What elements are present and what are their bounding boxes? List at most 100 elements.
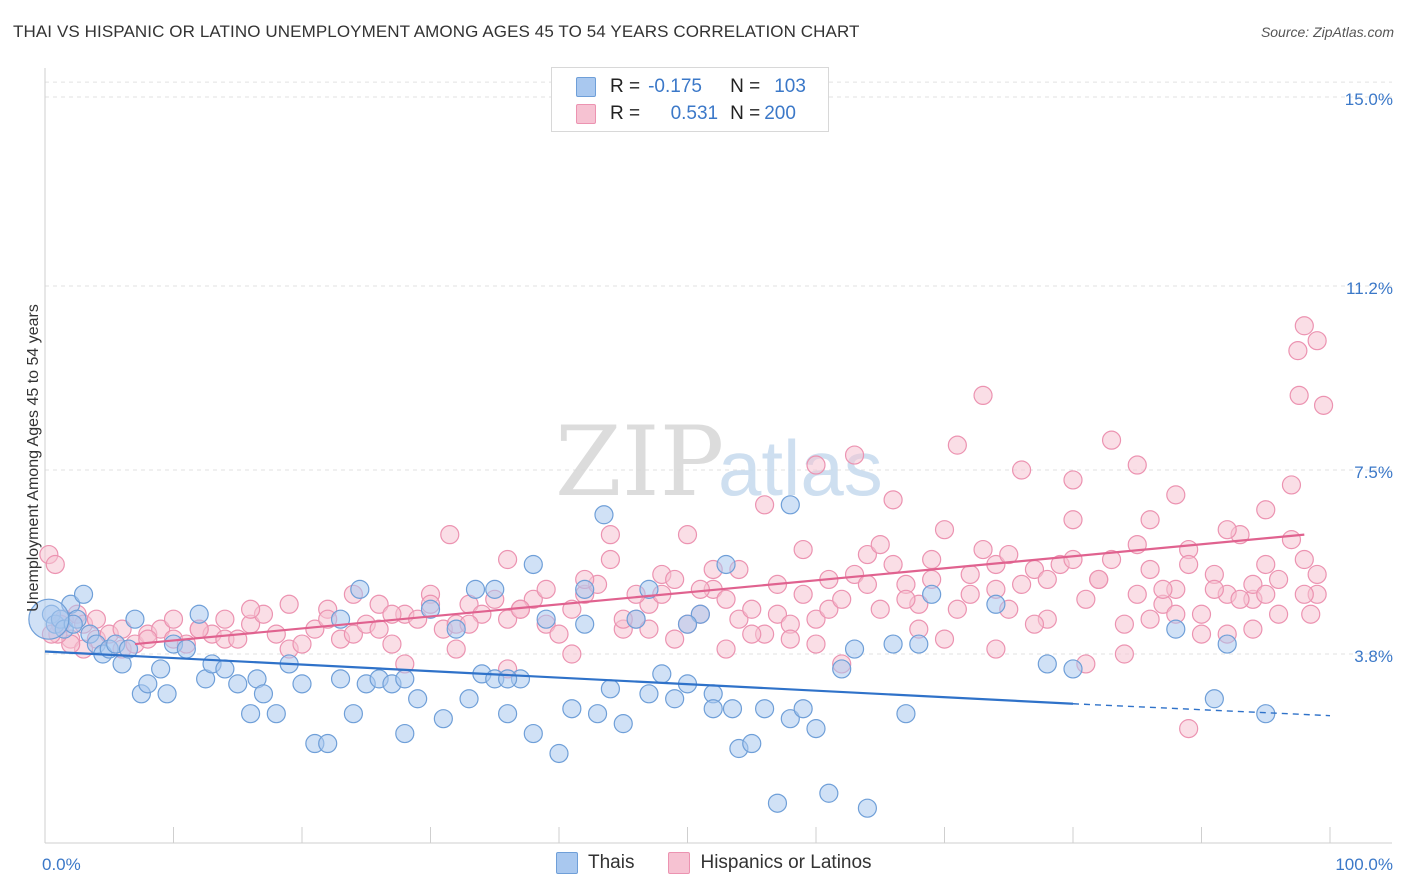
thais-point [652, 664, 672, 684]
hispanics-point [1037, 569, 1057, 590]
hispanics-point [986, 639, 1006, 659]
hispanics-point [1268, 569, 1289, 590]
legend-n-label: N = [730, 103, 761, 124]
series-legend: Thais Hispanics or Latinos [556, 852, 906, 874]
trend-lines [44, 533, 1331, 717]
y-axis-title: Unemployment Among Ages 45 to 54 years [25, 304, 42, 612]
hispanics-point [1191, 624, 1212, 644]
hispanics-point [883, 554, 903, 575]
thais-point [446, 619, 466, 639]
hispanics-point [163, 609, 184, 629]
hispanics-point [947, 435, 967, 455]
legend-r-value-thais: -0.175 [648, 76, 702, 97]
watermark-atlas: atlas [718, 424, 883, 512]
hispanics-point [1256, 500, 1276, 520]
thais-point [151, 659, 171, 679]
hispanics-point [215, 609, 235, 629]
source-label: Source: ZipAtlas.com [1260, 24, 1394, 40]
thais-point [613, 714, 633, 734]
thais-point [318, 733, 338, 754]
thais-point [883, 634, 903, 654]
hispanics-point [665, 629, 685, 649]
thais-point [716, 554, 736, 575]
hispanics-point [1243, 574, 1263, 594]
hispanics-point [793, 539, 813, 560]
thais-point [459, 689, 479, 709]
thais-point [253, 684, 274, 704]
hispanics-point [1313, 395, 1334, 415]
hispanics-point [1076, 589, 1096, 609]
hispanics-point [806, 455, 826, 475]
series-thais-points [28, 495, 1276, 818]
hispanics-point [343, 624, 363, 644]
thais-point [1166, 619, 1186, 639]
thais-point [523, 554, 543, 575]
hispanics-point [1179, 554, 1199, 575]
hispanics-point [1140, 609, 1160, 629]
legend-n-label: N = [730, 76, 761, 97]
hispanics-point [806, 634, 826, 654]
hispanics-point [1281, 475, 1302, 495]
hispanics-point [369, 594, 389, 614]
hispanics-point [1063, 549, 1083, 570]
hispanics-point [934, 520, 955, 540]
thais-point [138, 674, 158, 694]
hispanics-point [1114, 644, 1135, 664]
thais-point [215, 659, 235, 679]
thais-point [626, 609, 646, 629]
hispanics-point [973, 539, 993, 560]
thais-cluster-point [28, 598, 70, 640]
hispanics-point [498, 549, 518, 570]
hispanics-point [857, 544, 878, 565]
hispanics-point [1140, 559, 1160, 580]
thais-point [562, 699, 582, 719]
hispanics-point [780, 629, 800, 649]
series-label-thais: Thais [588, 852, 635, 873]
hispanics-point [241, 599, 261, 619]
hispanics-point [1243, 619, 1263, 639]
hispanics-point [600, 525, 621, 545]
hispanics-point [665, 569, 685, 590]
thais-point [292, 674, 312, 694]
thais-point [690, 604, 710, 624]
hispanics-point [472, 604, 492, 624]
hispanics-point [1114, 614, 1135, 634]
hispanics-point [857, 574, 878, 594]
hispanics-point [1153, 579, 1173, 599]
thais-point [639, 579, 659, 599]
hispanics-point [1289, 385, 1309, 405]
thais-point [857, 798, 878, 818]
x-tick-label-min: 0.0% [42, 855, 81, 874]
thais-point [408, 689, 428, 709]
hispanics-point [1294, 549, 1314, 570]
series-legend-thais[interactable]: Thais [556, 852, 634, 874]
hispanics-point [844, 445, 865, 465]
trend-line-thais [44, 650, 1074, 705]
thais-point [523, 723, 543, 744]
hispanics-point [742, 624, 762, 644]
legend-swatch-thais [576, 77, 596, 97]
thais-point [266, 704, 286, 724]
thais-point [498, 704, 518, 724]
thais-point [575, 579, 595, 599]
thais-point [343, 704, 363, 724]
thais-point [742, 733, 762, 754]
hispanics-point [1230, 589, 1250, 609]
hispanics-point [883, 490, 903, 510]
thais-point [665, 689, 685, 709]
hispanics-point [934, 629, 955, 649]
thais-point [1063, 659, 1083, 679]
thais-point [677, 614, 698, 634]
hispanics-point [806, 609, 826, 629]
hispanics-point [1011, 574, 1032, 594]
hispanics-point [1127, 455, 1147, 475]
thais-point [433, 709, 453, 729]
hispanics-point [1256, 584, 1276, 604]
hispanics-point [1281, 530, 1302, 550]
hispanics-point [446, 639, 466, 659]
hispanics-point [138, 629, 158, 649]
thais-point [485, 579, 505, 599]
hispanics-point [562, 644, 582, 664]
series-legend-hispanics[interactable]: Hispanics or Latinos [668, 852, 872, 874]
axis-labels: 3.8% 7.5% 11.2% 15.0% 0.0% 100.0% Unemployment… [25, 90, 1393, 874]
